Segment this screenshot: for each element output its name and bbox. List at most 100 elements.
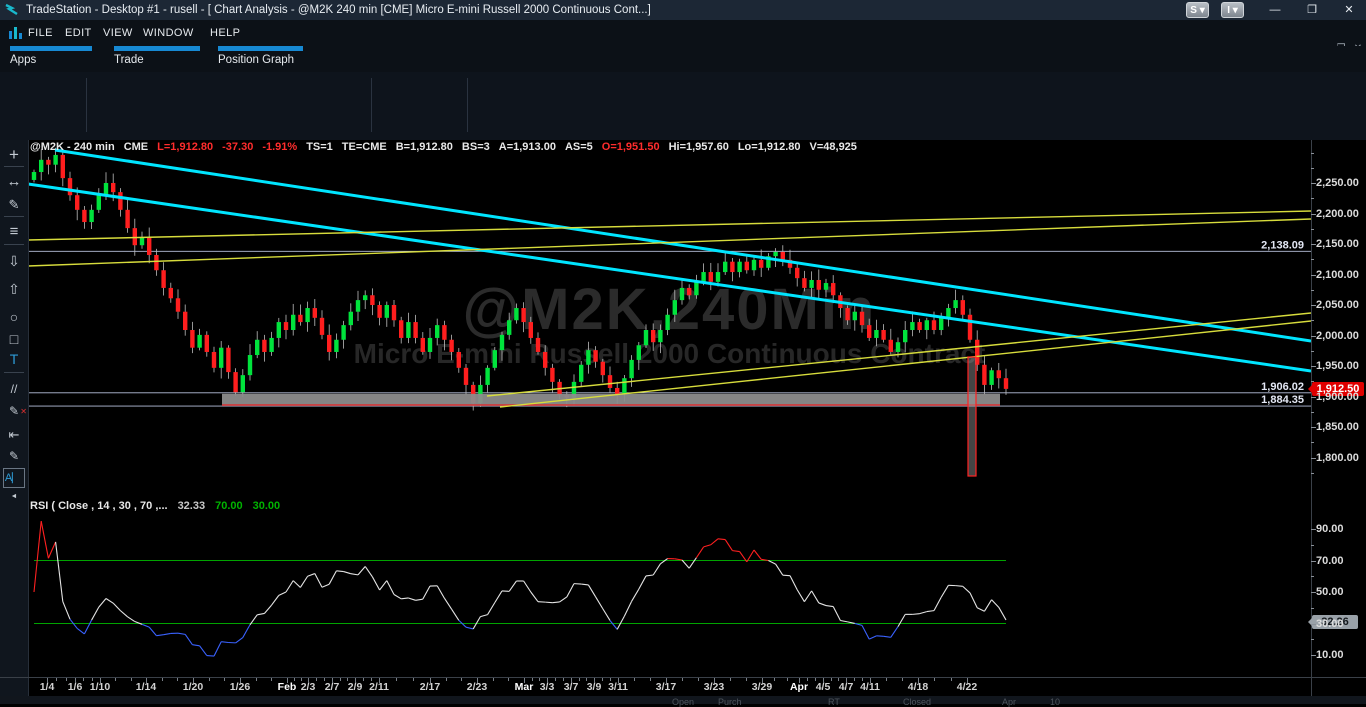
- chart-status-segment: Hi=1,957.60: [669, 141, 729, 153]
- candle-body: [349, 312, 353, 325]
- menu-item-help[interactable]: HELP: [210, 20, 240, 46]
- trendline-tool-icon[interactable]: ✎: [0, 196, 28, 214]
- lines-menu-icon[interactable]: ≡: [0, 223, 28, 241]
- restore-button[interactable]: ❐: [1301, 0, 1323, 20]
- candle-body: [831, 283, 835, 295]
- arrow-up-tool-icon[interactable]: ⇧: [0, 280, 28, 298]
- price-axis-label: 1,850.00: [1316, 421, 1359, 433]
- rsi-line-segment: [473, 617, 480, 629]
- price-pane[interactable]: 2,138.091,906.021,884.35: [28, 140, 1311, 497]
- toolbar-separator: [86, 78, 87, 132]
- horizontal-arrow-icon[interactable]: ↔: [0, 173, 28, 191]
- pen-tool-icon[interactable]: ✎: [0, 447, 28, 465]
- rsi-line-segment: [790, 576, 797, 590]
- red-box-annotation[interactable]: [968, 357, 976, 476]
- candle-body: [961, 300, 965, 315]
- text-tool-icon[interactable]: T: [0, 350, 28, 368]
- rsi-line-segment: [898, 614, 905, 626]
- ellipse-tool-icon[interactable]: ○: [0, 308, 28, 326]
- rsi-line-segment: [624, 601, 631, 616]
- trendline-cyan-upper[interactable]: [55, 150, 1311, 341]
- rsi-line-segment: [142, 624, 149, 627]
- time-axis-minor-tick: [131, 678, 132, 681]
- chart-status-segment: @M2K - 240 min: [30, 141, 115, 153]
- rsi-line-segment: [840, 621, 847, 622]
- rsi-line-segment: [336, 571, 343, 572]
- rsi-line-segment: [718, 539, 725, 540]
- candle-body: [968, 315, 972, 340]
- price-axis-tick: [1311, 427, 1316, 428]
- candle-body: [730, 262, 734, 272]
- candle-body: [464, 368, 468, 385]
- candle-body: [759, 260, 763, 268]
- time-axis-tick: [332, 678, 333, 683]
- candle-body: [262, 340, 266, 352]
- candle-body: [521, 308, 525, 322]
- rail-separator: [4, 166, 24, 167]
- menu-item-edit[interactable]: EDIT: [65, 20, 92, 46]
- candle-body: [298, 315, 302, 322]
- rsi-line-segment: [977, 608, 984, 612]
- candle-body: [320, 318, 324, 335]
- rsi-line-segment: [372, 577, 379, 590]
- rsi-line-segment: [617, 616, 624, 629]
- candle-body: [241, 375, 245, 392]
- candle-body: [233, 372, 237, 392]
- candle-body: [932, 320, 936, 330]
- time-axis-minor-tick: [787, 678, 788, 681]
- crosshair-icon[interactable]: +: [0, 146, 28, 164]
- time-axis-tick: [430, 678, 431, 683]
- price-axis-tick: [1311, 305, 1316, 306]
- price-axis-tick: [1311, 381, 1314, 382]
- time-axis-tick: [762, 678, 763, 683]
- rsi-line-segment: [610, 620, 617, 629]
- rectangle-tool-icon[interactable]: □: [0, 330, 28, 348]
- rsi-line-segment: [293, 581, 300, 588]
- price-axis-label: 1,800.00: [1316, 452, 1359, 464]
- rsi-axis-tick: [1311, 655, 1316, 656]
- rsi-line-segment: [869, 636, 876, 639]
- price-axis-tick: [1311, 183, 1316, 184]
- trendline-cyan-lower[interactable]: [28, 184, 1311, 371]
- snap-left-tool-icon[interactable]: ⇤: [0, 426, 28, 444]
- rsi-line-segment: [495, 591, 502, 603]
- i-button[interactable]: I ▾: [1221, 2, 1244, 18]
- chart-status-segment: -37.30: [222, 141, 253, 153]
- time-axis-tick: [477, 678, 478, 683]
- delete-drawing-tool-icon[interactable]: ✎✕: [0, 402, 28, 420]
- s-button[interactable]: S ▾: [1186, 2, 1209, 18]
- candle-body: [341, 325, 345, 340]
- close-button[interactable]: ✕: [1338, 0, 1360, 20]
- time-axis-minor-tick: [396, 678, 397, 681]
- menu-item-file[interactable]: FILE: [28, 20, 53, 46]
- price-axis-label: 2,250.00: [1316, 177, 1359, 189]
- collapse-rail-icon[interactable]: ◄: [0, 488, 28, 506]
- status-bar-item: Purch: [718, 697, 742, 707]
- rsi-line-segment: [236, 638, 243, 643]
- menu-item-view[interactable]: VIEW: [103, 20, 133, 46]
- rsi-axis-tick: [1311, 592, 1316, 593]
- rsi-axis-tick: [1311, 545, 1314, 546]
- candle-body: [61, 155, 65, 178]
- parallel-lines-tool-icon[interactable]: //: [0, 380, 28, 398]
- chart-status-segment: V=48,925: [810, 141, 857, 153]
- price-level-label: 1,884.35: [1261, 394, 1304, 406]
- rsi-line-segment: [704, 545, 711, 547]
- candle-body: [824, 283, 828, 290]
- candle-body: [817, 280, 821, 290]
- rsi-axis-tick: [1311, 529, 1316, 530]
- rsi-pane[interactable]: [28, 497, 1311, 677]
- minimize-button[interactable]: —: [1264, 0, 1286, 20]
- menu-item-window[interactable]: WINDOW: [143, 20, 194, 46]
- price-axis-tick: [1311, 168, 1314, 169]
- rsi-line-segment: [999, 607, 1006, 620]
- time-axis-tick: [571, 678, 572, 683]
- auto-label-tool-icon[interactable]: A⎸: [3, 468, 25, 488]
- rsi-line-segment: [34, 521, 41, 592]
- candle-body: [421, 338, 425, 352]
- time-axis-tick: [618, 678, 619, 683]
- arrow-down-tool-icon[interactable]: ⇩: [0, 252, 28, 270]
